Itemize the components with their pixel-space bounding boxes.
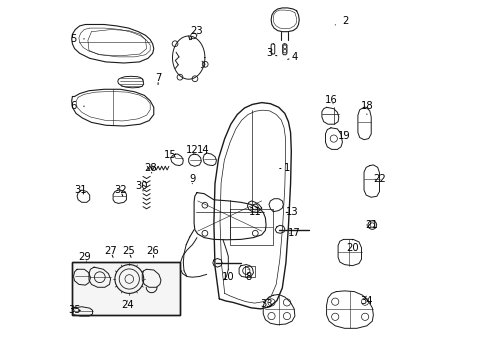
Text: 12: 12 <box>185 145 198 156</box>
Text: 29: 29 <box>78 252 90 262</box>
Text: 27: 27 <box>104 246 117 257</box>
Text: 34: 34 <box>359 296 372 306</box>
Bar <box>72 262 180 315</box>
Text: 8: 8 <box>244 269 251 282</box>
Text: 18: 18 <box>360 101 372 114</box>
Text: 10: 10 <box>222 269 235 282</box>
Text: 32: 32 <box>114 185 126 196</box>
Text: 4: 4 <box>287 52 297 62</box>
Text: 20: 20 <box>346 239 358 253</box>
Text: 35: 35 <box>68 305 81 315</box>
Text: 15: 15 <box>164 150 177 160</box>
Text: 25: 25 <box>122 246 135 257</box>
Text: 31: 31 <box>74 185 87 195</box>
Text: 11: 11 <box>248 207 261 217</box>
Bar <box>72 262 180 315</box>
Text: 5: 5 <box>70 34 84 44</box>
Text: 13: 13 <box>285 207 298 217</box>
Text: 7: 7 <box>155 73 161 85</box>
Text: 3: 3 <box>266 48 276 58</box>
Text: 14: 14 <box>196 145 209 156</box>
Text: 23: 23 <box>190 26 203 36</box>
Text: 1: 1 <box>279 163 289 174</box>
Text: 16: 16 <box>324 95 337 105</box>
Text: 28: 28 <box>143 163 156 174</box>
Text: 22: 22 <box>372 174 385 184</box>
Text: 2: 2 <box>335 16 348 26</box>
Text: 30: 30 <box>135 181 148 192</box>
Text: 24: 24 <box>121 300 134 310</box>
Text: 33: 33 <box>260 299 272 309</box>
Text: 9: 9 <box>189 174 195 184</box>
Text: 6: 6 <box>70 101 84 111</box>
Text: 19: 19 <box>338 131 350 141</box>
Text: 21: 21 <box>364 220 377 230</box>
Text: 26: 26 <box>146 246 159 257</box>
Text: 17: 17 <box>287 228 300 238</box>
